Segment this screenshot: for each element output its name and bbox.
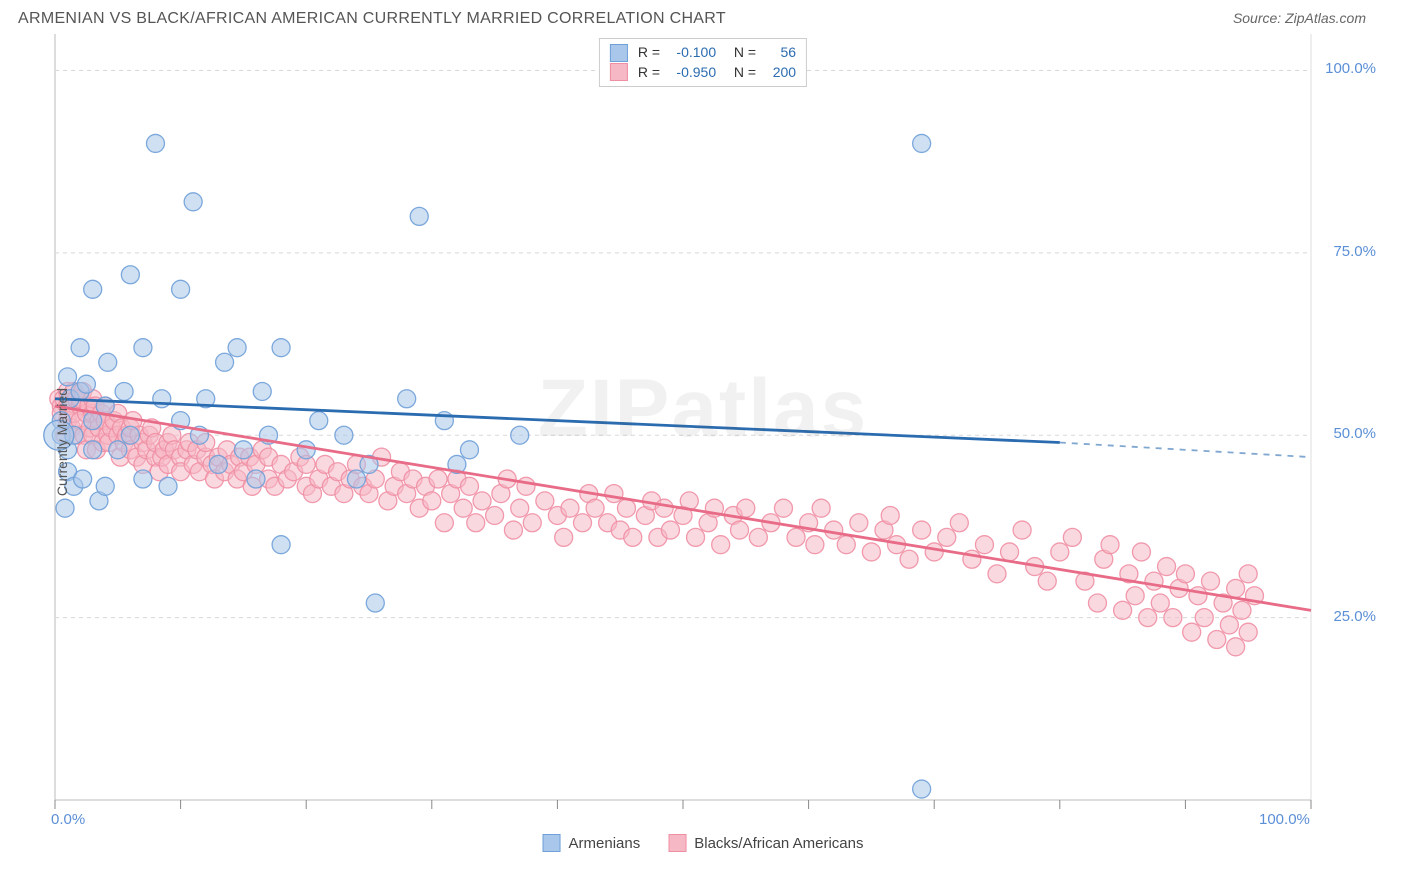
chart-title: ARMENIAN VS BLACK/AFRICAN AMERICAN CURRE…	[18, 10, 726, 28]
y-tick-label: 75.0%	[1333, 243, 1376, 260]
r-label: R =	[638, 43, 660, 63]
x-tick-label: 100.0%	[1259, 811, 1310, 828]
source-attribution: Source: ZipAtlas.com	[1233, 10, 1366, 26]
source-name: ZipAtlas.com	[1285, 10, 1366, 26]
r-value: -0.950	[666, 63, 716, 83]
n-value: 200	[762, 63, 796, 83]
scatter-plot	[0, 32, 1406, 852]
y-tick-label: 50.0%	[1333, 425, 1376, 442]
legend-swatch-icon	[610, 44, 628, 62]
legend-label: Armenians	[569, 835, 641, 852]
series-legend: Armenians Blacks/African Americans	[543, 834, 864, 852]
y-tick-label: 25.0%	[1333, 608, 1376, 625]
r-label: R =	[638, 63, 660, 83]
chart-container: Currently Married ZIPatlas R =-0.100 N =…	[0, 32, 1406, 852]
legend-swatch-icon	[610, 63, 628, 81]
x-tick-label: 0.0%	[51, 811, 85, 828]
n-value: 56	[762, 43, 796, 63]
legend-item-armenians: Armenians	[543, 834, 641, 852]
y-tick-label: 100.0%	[1325, 60, 1376, 77]
legend-swatch-icon	[543, 834, 561, 852]
source-prefix: Source:	[1233, 10, 1285, 26]
y-axis-label: Currently Married	[54, 388, 70, 496]
legend-swatch-icon	[668, 834, 686, 852]
legend-label: Blacks/African Americans	[694, 835, 863, 852]
header-row: ARMENIAN VS BLACK/AFRICAN AMERICAN CURRE…	[0, 0, 1406, 32]
legend-item-blacks: Blacks/African Americans	[668, 834, 863, 852]
stats-legend: R = -0.100 N = 56 R = -0.950 N = 200	[599, 38, 807, 87]
legend-row-blacks: R = -0.950 N = 200	[610, 63, 796, 83]
r-value: -0.100	[666, 43, 716, 63]
n-label: N =	[726, 63, 756, 83]
n-label: N =	[726, 43, 756, 63]
legend-row-armenians: R = -0.100 N = 56	[610, 43, 796, 63]
